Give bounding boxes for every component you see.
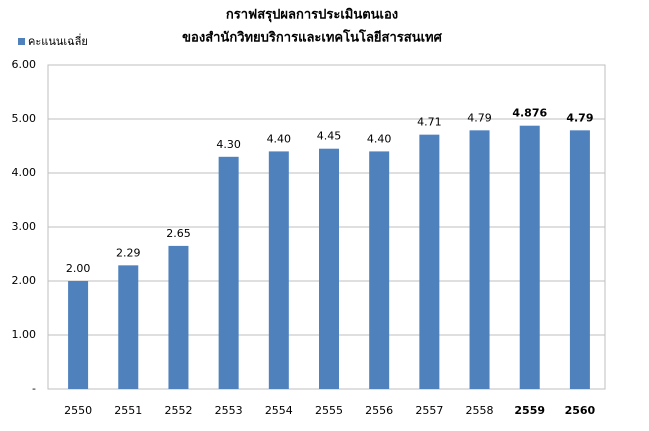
data-label: 4.40 [367, 132, 392, 145]
data-label: 4.79 [566, 111, 593, 124]
data-label: 4.40 [267, 132, 292, 145]
y-tick-label: 2.00 [12, 274, 37, 287]
x-tick-label: 2559 [514, 404, 545, 417]
x-tick-label: 2560 [565, 404, 596, 417]
legend-label: คะแนนเฉลี่ย [28, 33, 88, 48]
bar [168, 245, 189, 389]
data-label: 4.79 [467, 111, 492, 124]
bar [469, 130, 490, 389]
x-tick-label: 2557 [415, 404, 443, 417]
x-tick-label: 2555 [315, 404, 343, 417]
bar [519, 125, 540, 390]
data-label: 2.29 [116, 246, 141, 259]
x-tick-label: 2554 [265, 404, 293, 417]
y-tick-label: 4.00 [12, 166, 37, 179]
y-tick-label: 5.00 [12, 112, 37, 125]
data-label: 4.30 [216, 138, 241, 151]
data-label: 4.71 [417, 116, 442, 129]
bar [118, 265, 139, 389]
y-tick-label: 1.00 [12, 328, 37, 341]
data-label: 2.65 [166, 227, 191, 240]
bar [569, 130, 590, 389]
x-tick-label: 2556 [365, 404, 393, 417]
legend-swatch [18, 38, 25, 45]
chart-subtitle: ของสำนักวิทยบริการและเทคโนโลยีสารสนเทศ [182, 29, 442, 46]
y-tick-label: - [32, 382, 36, 395]
bar [369, 151, 390, 389]
data-label: 4.45 [317, 130, 342, 143]
bar [218, 156, 239, 389]
bar [319, 148, 339, 389]
bar [419, 134, 440, 389]
bar [268, 151, 289, 389]
bar [68, 281, 89, 389]
x-tick-label: 2550 [64, 404, 92, 417]
data-label: 2.00 [66, 262, 91, 275]
y-tick-label: 6.00 [12, 58, 37, 71]
x-tick-label: 2552 [164, 404, 192, 417]
chart-title: กราฟสรุปผลการประเมินตนเอง [226, 8, 398, 23]
data-label: 4.876 [512, 107, 547, 120]
x-tick-label: 2551 [114, 404, 142, 417]
x-tick-label: 2558 [466, 404, 494, 417]
x-tick-label: 2553 [215, 404, 243, 417]
y-tick-label: 3.00 [12, 220, 37, 233]
